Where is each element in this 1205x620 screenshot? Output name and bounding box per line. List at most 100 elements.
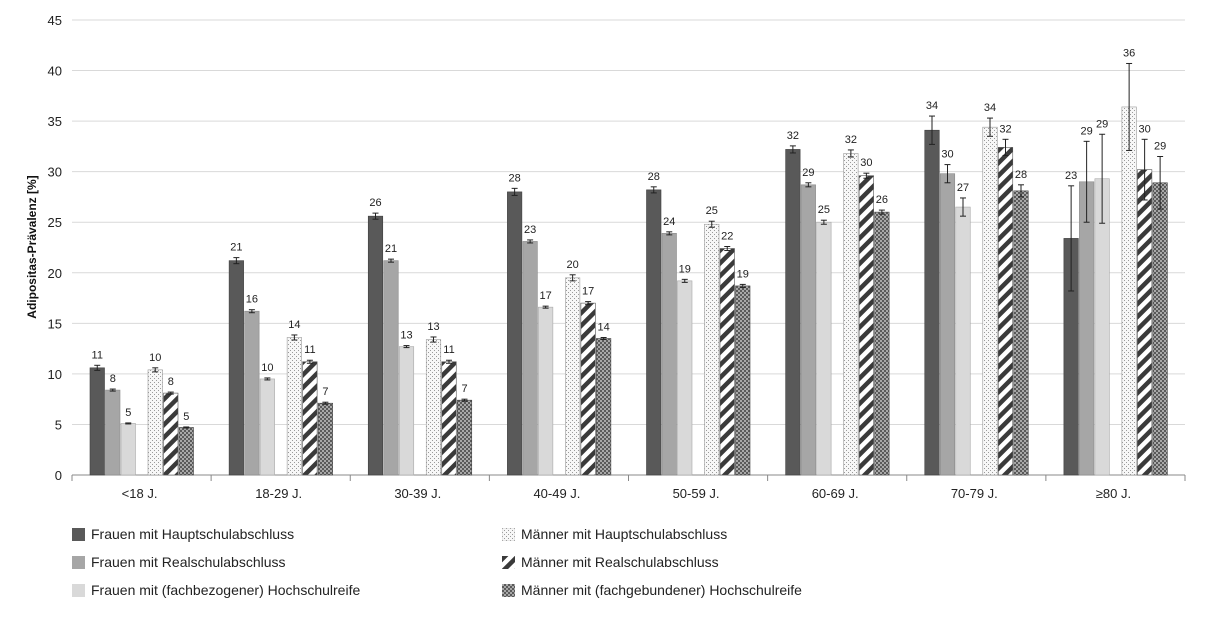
legend-swatch: [502, 527, 515, 541]
bar: [843, 153, 859, 476]
data-label: 10: [149, 352, 161, 364]
y-tick-label: 45: [48, 13, 62, 28]
data-label: 26: [369, 197, 381, 209]
data-label: 25: [706, 205, 718, 217]
data-label: 5: [183, 411, 189, 423]
legend-label: Männer mit (fachgebundener) Hochschulrei…: [521, 582, 802, 598]
x-tick-label: 18-29 J.: [255, 486, 302, 501]
bar: [89, 367, 105, 476]
data-label: 13: [427, 321, 439, 333]
data-label: 14: [598, 321, 610, 333]
data-label: 19: [737, 268, 749, 280]
legend-item-frauen-hochschul: Frauen mit (fachbezogener) Hochschulreif…: [72, 580, 360, 600]
bar: [858, 175, 874, 476]
legend-label: Frauen mit Realschulabschluss: [91, 554, 286, 570]
bar: [425, 339, 442, 476]
data-label: 23: [524, 224, 536, 236]
bar: [163, 392, 179, 476]
legend-swatch: [72, 583, 85, 597]
bar: [367, 215, 384, 476]
data-label: 23: [1065, 170, 1077, 182]
y-tick-label: 35: [48, 114, 62, 129]
legend-item-maenner-realschul: Männer mit Realschulabschluss: [502, 552, 719, 572]
bar: [105, 389, 121, 476]
y-tick-label: 0: [55, 468, 62, 483]
data-label: 32: [845, 134, 857, 146]
legend-swatch: [72, 555, 85, 569]
bar: [1121, 106, 1137, 476]
legend-item-frauen-hauptschul: Frauen mit Hauptschulabschluss: [72, 524, 294, 544]
bar: [565, 277, 581, 476]
legend-label: Männer mit Hauptschulabschluss: [521, 526, 728, 542]
bar: [580, 302, 596, 476]
bar: [1137, 169, 1153, 476]
x-tick-label: 50-59 J.: [673, 486, 720, 501]
data-label: 17: [582, 286, 594, 298]
data-label: 7: [322, 386, 328, 398]
data-label: 29: [1081, 125, 1093, 137]
data-label: 19: [679, 263, 691, 275]
data-label: 28: [648, 171, 660, 183]
bar: [800, 184, 816, 476]
legend-label: Männer mit Realschulabschluss: [521, 554, 719, 570]
y-tick-label: 5: [55, 417, 62, 432]
bar: [383, 260, 399, 476]
data-label: 16: [246, 294, 258, 306]
data-label: 8: [168, 376, 174, 388]
data-label: 24: [663, 216, 675, 228]
bar: [302, 361, 318, 476]
data-label: 5: [125, 407, 131, 419]
bar: [874, 211, 890, 476]
bar: [735, 285, 751, 476]
bar: [596, 338, 612, 476]
data-label: 22: [721, 230, 733, 242]
legend-item-maenner-hochschul: Männer mit (fachgebundener) Hochschulrei…: [502, 580, 802, 600]
data-label: 7: [461, 383, 467, 395]
x-tick-label: ≥80 J.: [1096, 486, 1131, 501]
data-label: 27: [957, 182, 969, 194]
data-label: 36: [1123, 47, 1135, 59]
legend-item-frauen-realschul: Frauen mit Realschulabschluss: [72, 552, 286, 572]
y-tick-label: 25: [48, 215, 62, 230]
legend-swatch: [502, 555, 515, 569]
data-label: 30: [860, 157, 872, 169]
x-tick-label: 30-39 J.: [394, 486, 441, 501]
legend: Frauen mit Hauptschulabschluss Frauen mi…: [72, 524, 972, 614]
y-tick-label: 15: [48, 316, 62, 331]
data-label: 14: [288, 319, 300, 331]
bar: [522, 241, 538, 476]
data-label: 30: [1139, 123, 1151, 135]
bar: [955, 206, 971, 476]
bar: [1079, 181, 1095, 476]
data-label: 28: [1015, 169, 1027, 181]
bar: [677, 280, 693, 476]
y-axis-title: Adipositas-Prävalenz [%]: [25, 175, 39, 318]
legend-item-maenner-hauptschul: Männer mit Hauptschulabschluss: [502, 524, 727, 544]
bar: [719, 248, 735, 476]
x-tick-label: <18 J.: [122, 486, 158, 501]
y-tick-label: 10: [48, 367, 62, 382]
data-label: 32: [999, 123, 1011, 135]
data-label: 11: [443, 344, 454, 356]
data-label: 34: [984, 102, 996, 114]
data-label: 29: [802, 167, 814, 179]
data-label: 21: [230, 242, 242, 254]
data-label: 11: [92, 349, 103, 361]
data-label: 28: [509, 172, 521, 184]
axes: 0 5 10 15 20 25 30 35 40 45 <18 J. 18-29 J. 30-39 J.…: [48, 13, 1186, 501]
legend-swatch: [72, 527, 85, 541]
y-tick-label: 20: [48, 266, 62, 281]
x-tick-label: 60-69 J.: [812, 486, 859, 501]
legend-label: Frauen mit Hauptschulabschluss: [91, 526, 295, 542]
data-label: 21: [385, 243, 397, 255]
bar: [244, 310, 260, 476]
bar: [939, 173, 956, 476]
data-label: 13: [400, 330, 412, 342]
bar: [538, 306, 554, 476]
data-label: 29: [1096, 118, 1108, 130]
bar: [785, 149, 801, 476]
bar: [398, 346, 415, 476]
data-label: 8: [110, 373, 116, 385]
